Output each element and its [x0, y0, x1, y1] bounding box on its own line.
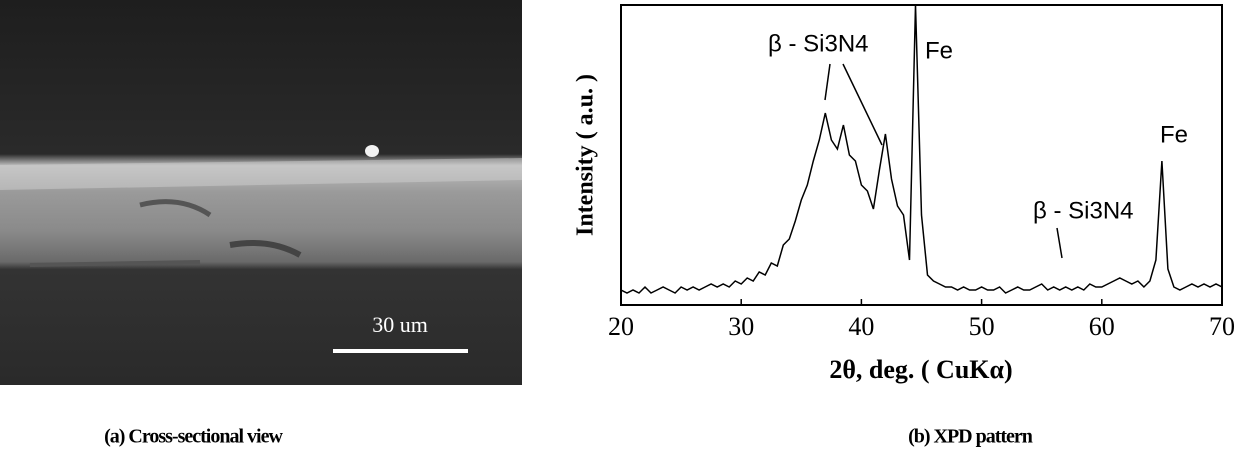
- annotation: β - Si3N4: [768, 30, 869, 57]
- x-tick-label: 40: [848, 312, 874, 341]
- scale-label: 30 um: [372, 312, 428, 337]
- photo: 30 um: [0, 0, 522, 385]
- x-tick-label: 20: [608, 312, 634, 341]
- annotation: Fe: [925, 37, 953, 64]
- x-tick-label: 60: [1089, 312, 1115, 341]
- spectrum-line: [621, 5, 1222, 294]
- x-tick-label: 30: [728, 312, 754, 341]
- x-tick-label: 50: [969, 312, 995, 341]
- x-axis-label: 2θ, deg. ( CuKα): [829, 355, 1012, 384]
- y-axis-label: Intensity ( a.u. ): [573, 74, 599, 236]
- plot-frame: [620, 4, 1223, 306]
- x-tick-label: 70: [1209, 312, 1235, 341]
- caption: (b) XPD pattern: [908, 426, 1033, 448]
- caption: (a) Cross-sectional view: [104, 426, 283, 448]
- annotation-lines: [824, 63, 1063, 259]
- annotation: β - Si3N4: [1033, 197, 1134, 224]
- annotation: Fe: [1160, 121, 1188, 148]
